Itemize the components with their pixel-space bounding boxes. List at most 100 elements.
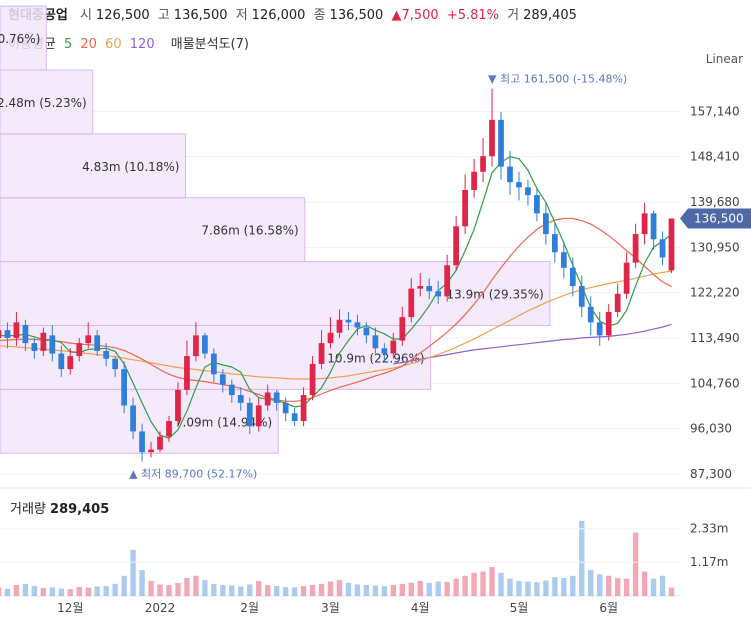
volume-bar <box>516 580 522 596</box>
low-marker: ▲ 최저 89,700 (52.17%) <box>129 468 257 481</box>
candle-body <box>31 343 38 351</box>
volume-bar <box>85 587 91 596</box>
candle-body <box>668 218 675 271</box>
volume-bar <box>58 588 64 596</box>
volume-profile-label[interactable]: 매물분석도(7) <box>170 37 249 52</box>
volume-bar <box>372 585 379 596</box>
candle-body <box>551 234 558 253</box>
volume-bar <box>641 571 648 596</box>
candle-body <box>121 369 127 406</box>
volume-profile-label: 4.83m (10.18%) <box>82 160 179 174</box>
candle-body <box>4 330 11 338</box>
volume-bar <box>273 585 280 596</box>
volume-bar <box>282 587 289 596</box>
candle-body <box>327 332 334 344</box>
candle-body <box>525 187 531 196</box>
volume-tick-label: 1.17m <box>690 555 728 569</box>
volume-bar <box>453 578 459 596</box>
volume-bar <box>327 581 334 596</box>
candle-body <box>237 395 244 403</box>
volume-bar <box>543 580 549 596</box>
candle-body <box>408 288 415 318</box>
candle-body <box>345 319 352 323</box>
volume-bar <box>462 575 468 596</box>
volume-bar <box>166 585 172 596</box>
volume-panel-label: 거래량 <box>10 502 46 517</box>
volume-bar <box>121 575 127 596</box>
candle-body <box>587 306 594 323</box>
volume-bar <box>31 585 38 596</box>
volume-bar <box>336 580 343 596</box>
y-tick-label: 148,410 <box>690 150 740 164</box>
ma20-line <box>0 217 672 402</box>
candle-body <box>184 356 190 390</box>
volume-bar <box>354 584 361 596</box>
change-percent: +5.81% <box>446 8 500 23</box>
volume-bar <box>49 587 56 596</box>
candle-body <box>94 335 101 351</box>
volume-bar <box>291 587 298 596</box>
volume-bar <box>40 587 47 596</box>
volume-bar <box>300 586 307 596</box>
volume-bar <box>659 575 666 596</box>
x-tick-label: 6월 <box>599 601 618 615</box>
volume-bar <box>4 588 11 596</box>
volume-bar <box>632 532 639 596</box>
candle-body <box>462 189 468 227</box>
volume-bar <box>94 586 100 596</box>
x-tick-label: 5월 <box>510 601 529 615</box>
candle-body <box>444 265 451 297</box>
volume-bar <box>668 587 675 596</box>
volume-profile-label: 10.9m (22.96%) <box>327 351 424 365</box>
candle-body <box>435 291 442 297</box>
volume-tick-label: 2.33m <box>690 522 728 536</box>
volume-panel-value: 289,405 <box>50 502 110 517</box>
candle-body <box>453 226 460 266</box>
candle-body <box>282 402 289 414</box>
high-value: 136,500 <box>173 8 228 23</box>
candle-body <box>596 322 603 336</box>
candle-body <box>193 335 199 357</box>
volume-bar <box>247 584 253 596</box>
x-tick-label: 2월 <box>240 601 259 615</box>
scale-toggle[interactable]: Linear <box>705 52 743 66</box>
volume-bar <box>435 581 441 596</box>
ma120-label: 120 <box>129 37 155 52</box>
candle-body <box>417 286 424 289</box>
close-value: 136,500 <box>329 8 384 23</box>
volume-bar <box>498 572 504 596</box>
volume-bar <box>238 586 244 596</box>
volume-bar <box>444 582 450 596</box>
volume-bar <box>157 584 163 596</box>
candle-body <box>13 322 20 338</box>
low-label: 저 <box>235 8 248 23</box>
open-value: 126,500 <box>95 8 150 23</box>
candle-body <box>605 311 612 336</box>
candle-body <box>139 431 145 453</box>
candle-body <box>219 374 226 385</box>
volume-panel-title: 거래량 289,405 <box>10 498 109 517</box>
change-value: ▲7,500 <box>391 8 439 23</box>
volume-bar <box>399 583 405 596</box>
close-label: 종 <box>313 8 326 23</box>
volume-bar <box>381 586 388 596</box>
ma20-label: 20 <box>80 37 97 52</box>
volume-bar <box>0 587 2 596</box>
ma5-label: 5 <box>63 37 73 52</box>
volume-profile-label: 7.86m (16.58%) <box>201 224 298 238</box>
volume-bar <box>480 571 486 596</box>
high-label: 고 <box>157 8 170 23</box>
y-tick-label: 96,030 <box>690 422 732 436</box>
candle-body <box>632 234 639 263</box>
volume-bar <box>408 582 414 596</box>
candle-body <box>67 356 74 370</box>
volume-bar <box>67 589 73 596</box>
volume-bar <box>614 578 621 596</box>
y-tick-label: 104,760 <box>690 376 740 390</box>
volume-bar <box>525 581 531 596</box>
candle-body <box>569 267 576 287</box>
volume-bar <box>363 585 370 596</box>
candle-body <box>363 327 370 336</box>
candle-body <box>202 335 208 354</box>
